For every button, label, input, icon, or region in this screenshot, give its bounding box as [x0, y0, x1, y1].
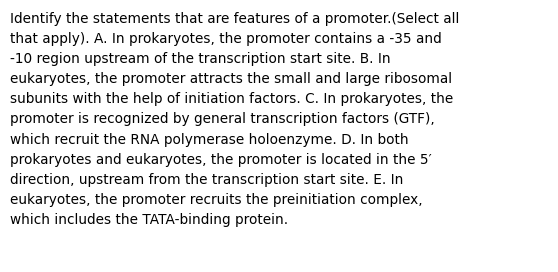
Text: Identify the statements that are features of a promoter.(Select all
that apply).: Identify the statements that are feature… — [10, 12, 459, 227]
